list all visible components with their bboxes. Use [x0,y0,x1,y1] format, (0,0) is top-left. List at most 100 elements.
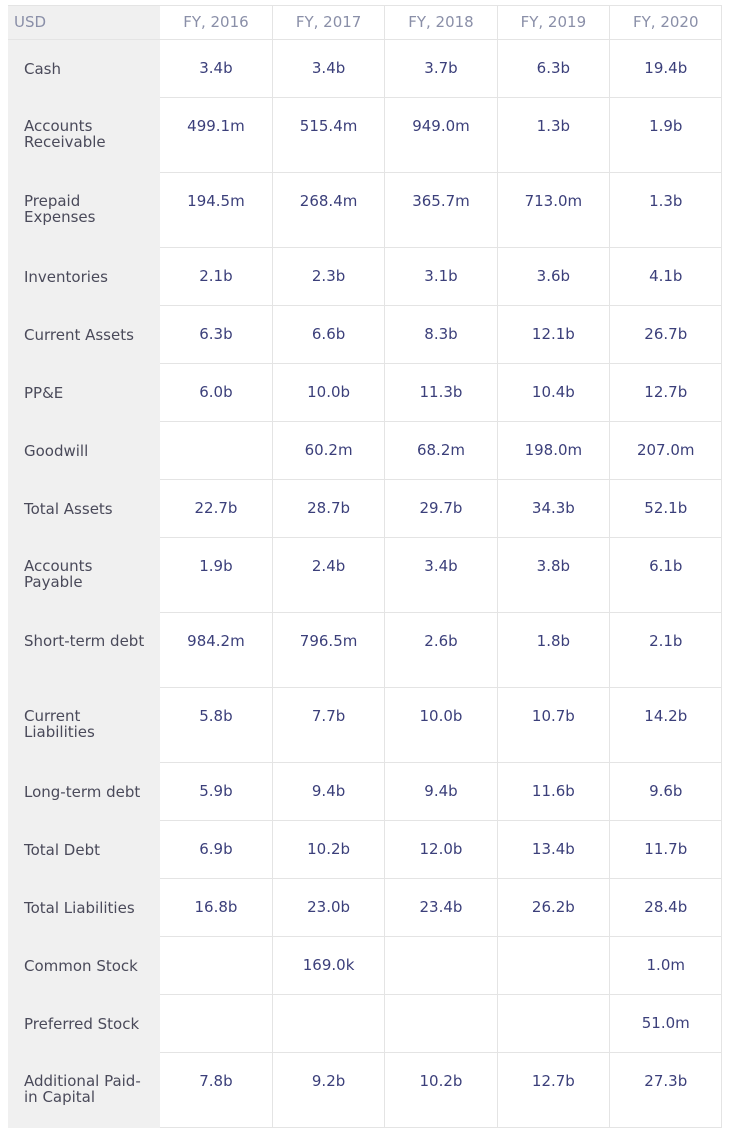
table-cell: 10.0b [384,687,498,763]
table-cell: 13.4b [497,820,611,879]
year-header: FY, 2020 [609,6,722,40]
table-row: Common Stock 169.0k 1.0m [8,936,722,995]
table-cell: 16.8b [160,878,273,937]
row-label-text: Goodwill [24,442,89,460]
row-label: Accounts Payable [8,537,160,613]
row-label: Current Liabilities [8,687,160,763]
table-cell: 22.7b [160,479,273,538]
table-cell: 6.9b [160,820,273,879]
balance-sheet-table-container: USD FY, 2016 FY, 2017 FY, 2018 FY, 2019 … [8,5,722,1134]
table-cell [497,994,611,1053]
table-cell [160,994,273,1053]
table-cell: 1.9b [160,537,273,613]
table-cell: 68.2m [384,421,498,480]
row-label: Long-term debt [8,762,160,821]
table-row: Prepaid Expenses 194.5m 268.4m 365.7m 71… [8,172,722,248]
row-label-text: PP&E [24,384,64,402]
table-cell: 2.1b [160,247,273,306]
table-cell: 12.7b [609,363,722,422]
table-cell: 14.2b [609,687,722,763]
row-label: Current Assets [8,305,160,364]
table-cell: 12.7b [497,1052,611,1128]
table-row: Preferred Stock 51.0m [8,994,722,1053]
table-cell: 3.4b [384,537,498,613]
row-label: Cash [8,39,160,98]
table-cell: 23.0b [272,878,386,937]
table-cell: 12.0b [384,820,498,879]
row-label-text: Total Liabilities [24,899,135,917]
table-row: Total Debt 6.9b 10.2b 12.0b 13.4b 11.7b [8,820,722,879]
table-cell: 499.1m [160,97,273,173]
row-label-text: Accounts Receivable [24,117,106,151]
table-cell: 796.5m [272,612,386,688]
row-label: Total Assets [8,479,160,538]
table-cell: 3.4b [160,39,273,98]
table-cell: 6.3b [160,305,273,364]
table-cell: 60.2m [272,421,386,480]
table-cell: 1.3b [497,97,611,173]
table-cell: 365.7m [384,172,498,248]
table-cell: 7.7b [272,687,386,763]
table-cell: 3.1b [384,247,498,306]
row-label-text: Total Assets [24,500,113,518]
table-cell: 11.6b [497,762,611,821]
row-label: Additional Paid-in Capital [8,1052,160,1128]
table-cell: 207.0m [609,421,722,480]
table-cell: 28.7b [272,479,386,538]
table-row: Long-term debt 5.9b 9.4b 9.4b 11.6b 9.6b [8,762,722,821]
table-cell: 10.0b [272,363,386,422]
table-cell: 2.1b [609,612,722,688]
table-row: PP&E 6.0b 10.0b 11.3b 10.4b 12.7b [8,363,722,422]
row-label: Inventories [8,247,160,306]
row-label: Goodwill [8,421,160,480]
row-label: Preferred Stock [8,994,160,1053]
row-label-text: Long-term debt [24,783,141,801]
table-cell: 9.6b [609,762,722,821]
year-header: FY, 2016 [160,6,273,40]
row-label: Accounts Receivable [8,97,160,173]
table-cell: 5.9b [160,762,273,821]
table-cell: 9.2b [272,1052,386,1128]
table-cell: 194.5m [160,172,273,248]
table-row: Total Liabilities 16.8b 23.0b 23.4b 26.2… [8,878,722,937]
row-label: Total Debt [8,820,160,879]
table-cell: 6.1b [609,537,722,613]
table-cell: 11.3b [384,363,498,422]
table-cell: 27.3b [609,1052,722,1128]
table-row: Cash 3.4b 3.4b 3.7b 6.3b 19.4b [8,39,722,98]
row-label-text: Preferred Stock [24,1015,140,1033]
row-label-text: Short-term debt [24,632,145,650]
table-cell: 51.0m [609,994,722,1053]
table-cell: 1.8b [497,612,611,688]
table-cell: 1.0m [609,936,722,995]
row-label-text: Current Liabilities [24,707,95,741]
row-label-text: Additional Paid-in Capital [24,1072,141,1106]
table-cell: 52.1b [609,479,722,538]
table-cell [272,994,386,1053]
table-cell [384,936,498,995]
table-cell: 23.4b [384,878,498,937]
table-cell: 4.1b [609,247,722,306]
row-label-text: Inventories [24,268,108,286]
table-cell: 12.1b [497,305,611,364]
table-cell: 984.2m [160,612,273,688]
table-row: Accounts Payable 1.9b 2.4b 3.4b 3.8b 6.1… [8,537,722,613]
table-cell: 6.3b [497,39,611,98]
year-header: FY, 2018 [384,6,498,40]
table-cell: 169.0k [272,936,386,995]
table-cell: 713.0m [497,172,611,248]
table-row: Inventories 2.1b 2.3b 3.1b 3.6b 4.1b [8,247,722,306]
table-cell: 1.9b [609,97,722,173]
table-row: Current Assets 6.3b 6.6b 8.3b 12.1b 26.7… [8,305,722,364]
table-cell [160,421,273,480]
table-cell: 5.8b [160,687,273,763]
table-cell: 3.8b [497,537,611,613]
table-cell: 2.6b [384,612,498,688]
table-cell: 28.4b [609,878,722,937]
table-row: Total Assets 22.7b 28.7b 29.7b 34.3b 52.… [8,479,722,538]
table-cell: 198.0m [497,421,611,480]
row-label: Common Stock [8,936,160,995]
table-cell: 9.4b [384,762,498,821]
row-label: PP&E [8,363,160,422]
row-label-text: Current Assets [24,326,134,344]
